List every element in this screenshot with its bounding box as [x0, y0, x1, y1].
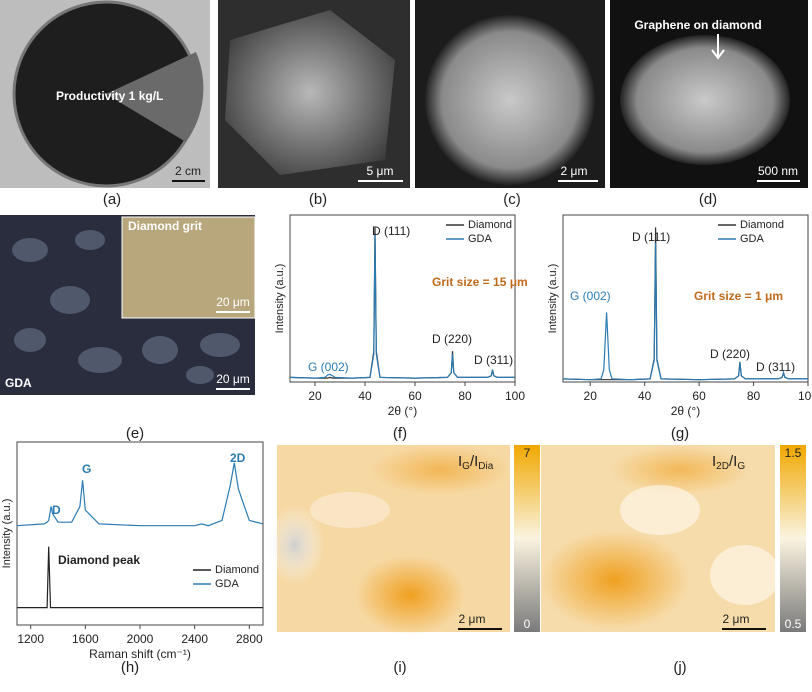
annotation: Grit size = 1 μm — [694, 289, 783, 303]
title-part: G — [462, 461, 470, 472]
photo-e: Diamond grit 20 μm GDA 20 μm — [0, 215, 256, 395]
scale-label: 5 μm — [367, 164, 394, 178]
annotation: D — [52, 503, 61, 517]
plot-frame — [289, 214, 516, 383]
x-tick-label: 80 — [747, 389, 761, 403]
x-tick-label: 2800 — [236, 632, 263, 646]
panel-label: (a) — [103, 191, 121, 208]
colorbar-max: 1.5 — [785, 446, 802, 460]
x-axis-label: 2θ (°) — [388, 404, 417, 418]
heatmap-j: 2 μm I2D/IG 1.5 0.5 — [540, 445, 806, 632]
annotation: G — [82, 462, 91, 476]
x-tick-label: 2000 — [127, 632, 154, 646]
scale-label: 20 μm — [216, 372, 250, 386]
x-tick-label: 20 — [584, 389, 598, 403]
label: GDA — [5, 376, 32, 390]
annotation: D (220) — [432, 332, 472, 346]
annotation: Productivity 1 kg/L — [56, 89, 163, 103]
map-title: I2D/IG — [712, 453, 745, 472]
line-series — [562, 227, 808, 381]
scale-label: 2 μm — [723, 612, 750, 626]
title-part: /I — [729, 453, 737, 470]
colorbar-max: 7 — [524, 446, 531, 460]
photo-c: 2 μm — [415, 0, 605, 188]
legend-label: Diamond — [215, 564, 259, 576]
title-part: 2D — [716, 461, 729, 472]
x-axis-label: Raman shift (cm⁻¹) — [89, 647, 191, 661]
y-axis-label: Intensity (a.u.) — [274, 264, 286, 334]
legend-label: GDA — [468, 233, 493, 245]
legend-label: GDA — [740, 233, 765, 245]
photo-d: Graphene on diamond 500 nm — [610, 0, 808, 188]
panel-label: (b) — [309, 191, 327, 208]
x-tick-label: 80 — [458, 389, 472, 403]
annotation: G (002) — [308, 360, 349, 374]
scale-label: 20 μm — [216, 295, 250, 309]
x-tick-label: 2400 — [181, 632, 208, 646]
colorbar-min: 0.5 — [785, 617, 802, 631]
inset-title: Diamond grit — [128, 219, 202, 233]
title-part: I — [712, 453, 716, 470]
panel-label: (i) — [393, 659, 406, 676]
panel-label: (e) — [126, 425, 144, 442]
x-axis-label: 2θ (°) — [671, 404, 700, 418]
scale-label: 500 nm — [758, 164, 798, 178]
scale-label: 2 μm — [561, 164, 588, 178]
line-series — [289, 235, 515, 379]
annotation: Graphene on diamond — [634, 18, 761, 32]
annotation: D (111) — [632, 230, 670, 244]
annotation: 2D — [230, 451, 246, 465]
y-axis-label: Intensity (a.u.) — [1, 499, 13, 569]
colorbar-min: 0 — [524, 617, 531, 631]
y-axis-label: Intensity (a.u.) — [547, 264, 559, 334]
title-part: I — [458, 453, 462, 470]
title-part: /I — [470, 453, 478, 470]
plot-frame — [16, 441, 264, 626]
x-tick-label: 100 — [505, 389, 525, 403]
line-series — [562, 242, 808, 381]
annotation: D (220) — [710, 347, 750, 361]
panel-label: (f) — [393, 425, 407, 442]
x-tick-label: 1200 — [17, 632, 44, 646]
panel-label: (d) — [699, 191, 717, 208]
annotation: G (002) — [570, 289, 611, 303]
annotation: Diamond peak — [58, 553, 140, 567]
legend-label: Diamond — [468, 219, 512, 231]
legend-label: Diamond — [740, 219, 784, 231]
x-tick-label: 20 — [308, 389, 322, 403]
panel-label: (g) — [671, 425, 689, 442]
x-tick-label: 100 — [798, 389, 812, 403]
line-series — [17, 546, 263, 609]
annotation: D (111) — [372, 224, 410, 238]
title-part: Dia — [478, 461, 493, 472]
annotation: D (311) — [756, 360, 795, 374]
line-series — [16, 462, 264, 527]
x-tick-label: 60 — [692, 389, 706, 403]
legend-label: GDA — [215, 578, 240, 590]
x-tick-label: 60 — [408, 389, 422, 403]
annotation: Grit size = 15 μm — [432, 275, 528, 289]
scale-label: 2 cm — [175, 164, 201, 178]
photo-b: 5 μm — [218, 0, 410, 188]
title-part: G — [737, 461, 745, 472]
panel-label: (c) — [503, 191, 521, 208]
heatmap-i: 2 μm IG/IDia 7 0 — [265, 445, 540, 635]
panel-label: (j) — [673, 659, 686, 676]
scale-label: 2 μm — [459, 612, 486, 626]
x-tick-label: 40 — [358, 389, 372, 403]
annotation: D (311) — [474, 353, 513, 367]
x-tick-label: 40 — [638, 389, 652, 403]
plot-frame — [562, 214, 809, 383]
panel-label: (h) — [121, 659, 139, 676]
x-tick-label: 1600 — [72, 632, 99, 646]
photo-a: Productivity 1 kg/L 2 cm — [0, 0, 210, 188]
map-title: IG/IDia — [458, 453, 494, 472]
